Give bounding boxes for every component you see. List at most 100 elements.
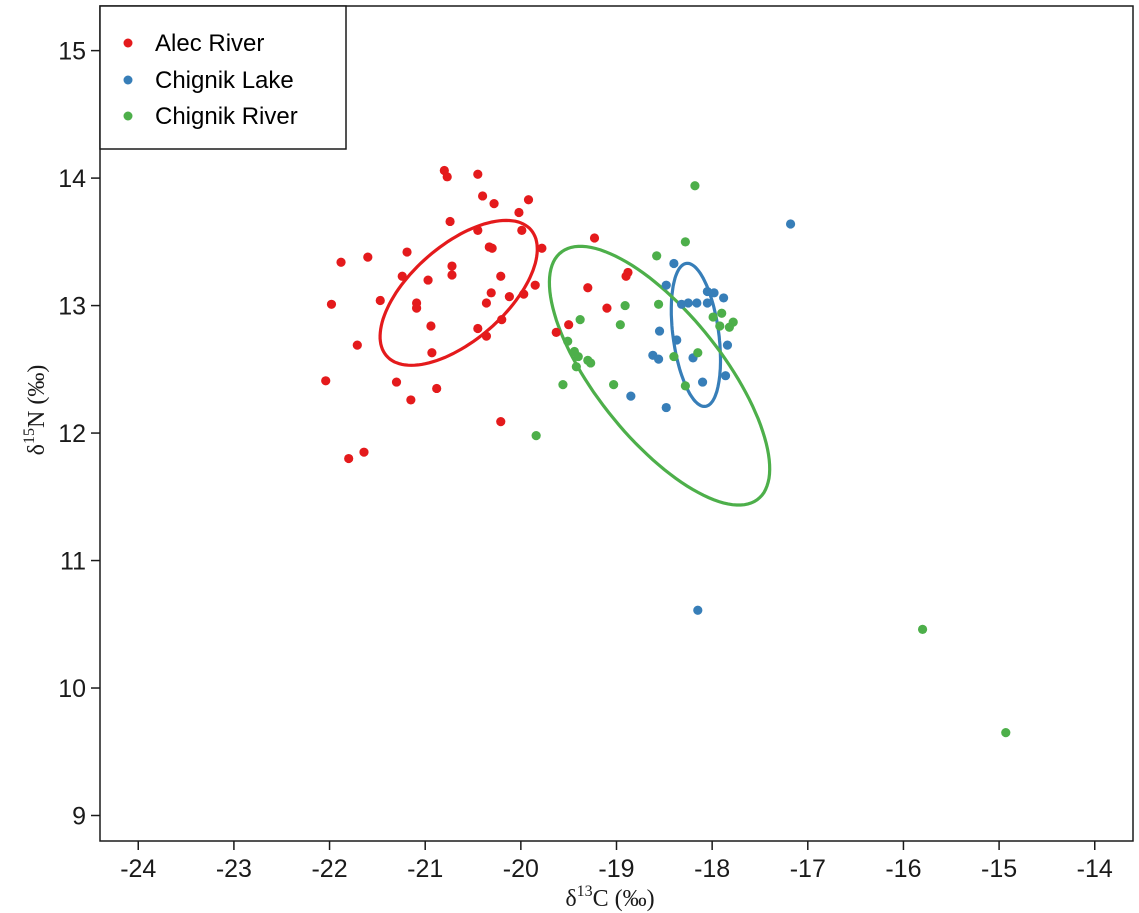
data-point-chignik-river — [652, 251, 662, 261]
y-tick-label: 12 — [58, 420, 86, 448]
data-point-chignik-lake — [722, 340, 733, 350]
x-tick-label: -21 — [407, 855, 443, 883]
x-tick-label: -15 — [981, 855, 1017, 883]
legend-marker-alec-river — [123, 38, 133, 48]
data-point-alec-river — [426, 321, 436, 331]
data-point-alec-river — [359, 447, 369, 457]
data-point-alec-river — [481, 298, 492, 308]
data-point-alec-river — [442, 172, 452, 182]
data-point-alec-river — [486, 288, 496, 298]
data-point-alec-river — [477, 191, 488, 201]
data-point-alec-river — [432, 383, 442, 394]
data-point-chignik-lake — [697, 377, 708, 387]
data-point-chignik-lake — [654, 326, 665, 336]
data-point-alec-river — [481, 331, 492, 341]
data-point-alec-river — [352, 340, 362, 350]
data-point-alec-river — [496, 271, 506, 281]
data-point-chignik-river — [1001, 728, 1011, 738]
data-point-alec-river — [411, 303, 422, 313]
x-tick-label: -24 — [120, 855, 156, 883]
legend-box — [99, 5, 347, 150]
data-point-chignik-river — [717, 308, 727, 318]
data-point-chignik-river — [558, 380, 568, 390]
data-point-alec-river — [326, 299, 337, 309]
data-point-chignik-lake — [661, 402, 671, 413]
ellipse-chignik-lake — [669, 261, 723, 408]
x-axis-title-prefix: δ — [565, 886, 576, 912]
data-point-alec-river — [363, 252, 373, 262]
y-axis: 9 10 11 12 13 14 15 — [58, 38, 100, 831]
data-point-alec-river — [321, 376, 331, 386]
data-point-chignik-river — [531, 431, 541, 441]
data-point-chignik-river — [620, 300, 630, 311]
legend-marker-chignik-lake — [123, 75, 133, 85]
y-tick-label: 15 — [58, 38, 86, 66]
data-point-chignik-river — [715, 321, 725, 331]
data-point-chignik-river — [680, 381, 690, 391]
data-point-alec-river — [523, 195, 534, 205]
x-tick-label: -22 — [311, 855, 347, 883]
y-axis-title-prefix: δ — [24, 444, 50, 455]
data-point-chignik-river — [917, 624, 928, 634]
legend-label-chignik-river: Chignik River — [155, 103, 298, 130]
data-point-chignik-lake — [693, 605, 703, 615]
data-point-chignik-river — [573, 351, 583, 362]
data-point-chignik-river — [609, 380, 619, 390]
y-tick-label: 11 — [60, 548, 86, 576]
data-point-chignik-lake — [653, 354, 664, 364]
data-point-alec-river — [583, 283, 593, 293]
data-point-chignik-lake — [626, 391, 636, 401]
data-point-alec-river — [621, 271, 631, 281]
data-point-chignik-lake — [720, 371, 731, 381]
x-tick-label: -17 — [790, 855, 826, 883]
data-point-chignik-river — [586, 358, 596, 368]
y-axis-title: δ15N (‰) — [21, 365, 50, 456]
data-point-chignik-river — [680, 237, 690, 247]
data-point-alec-river — [445, 216, 455, 227]
y-tick-label: 9 — [72, 803, 86, 831]
data-point-alec-river — [489, 198, 499, 209]
data-point-alec-river — [551, 327, 561, 337]
data-point-chignik-lake — [709, 288, 719, 298]
y-tick-label: 10 — [58, 675, 86, 703]
data-point-alec-river — [447, 270, 457, 280]
data-point-alec-river — [530, 280, 540, 290]
data-point-alec-river — [473, 225, 483, 235]
y-tick-label: 13 — [58, 293, 86, 321]
x-axis-title: δ13C (‰) — [565, 883, 654, 912]
data-point-alec-river — [537, 243, 547, 253]
ellipse-chignik-river — [547, 244, 772, 507]
data-point-alec-river — [473, 323, 483, 334]
data-point-alec-river — [402, 247, 412, 257]
data-point-chignik-river — [575, 315, 585, 325]
data-point-chignik-lake — [785, 219, 796, 229]
data-point-alec-river — [602, 303, 612, 313]
x-tick-label: -23 — [216, 855, 252, 883]
legend-label-alec-river: Alec River — [155, 30, 264, 57]
data-point-chignik-river — [724, 322, 734, 332]
data-point-alec-river — [564, 320, 574, 330]
ellipse-alec-river — [378, 218, 539, 367]
x-tick-label: -18 — [694, 855, 730, 883]
legend: Alec River Chignik Lake Chignik River — [99, 5, 347, 150]
data-point-alec-river — [397, 271, 407, 281]
data-point-chignik-river — [615, 320, 625, 330]
data-point-chignik-lake — [669, 258, 679, 269]
data-point-alec-river — [473, 169, 483, 179]
legend-marker-chignik-river — [123, 111, 133, 121]
data-point-chignik-river — [669, 351, 679, 362]
data-point-alec-river — [344, 453, 354, 464]
x-axis-title-superscript: 13 — [577, 883, 593, 900]
data-point-alec-river — [423, 275, 433, 285]
data-point-alec-river — [517, 225, 527, 235]
data-point-alec-river — [447, 261, 457, 271]
data-point-alec-river — [496, 416, 506, 427]
y-axis-title-rest: N (‰) — [24, 365, 50, 428]
data-point-chignik-river — [653, 299, 664, 309]
data-point-alec-river — [514, 207, 524, 218]
point-layer — [321, 165, 1011, 738]
data-point-alec-river — [406, 395, 416, 405]
data-point-chignik-river — [708, 312, 718, 322]
data-point-alec-river — [504, 292, 514, 302]
